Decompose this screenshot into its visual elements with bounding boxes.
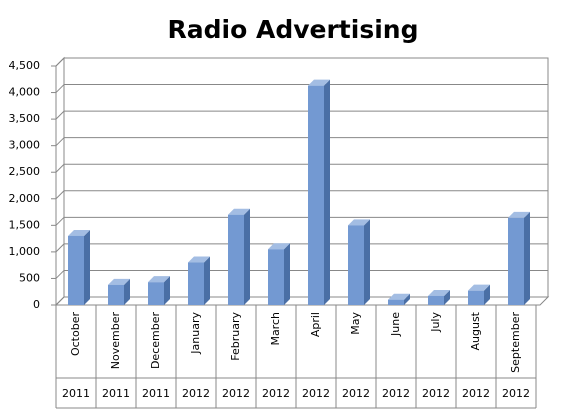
x-group-label: 2011 [62,387,90,400]
y-tick-label: 4,500 [9,59,41,72]
x-tick-label: June [389,312,402,337]
x-tick-label: February [229,312,242,361]
x-tick-label: May [349,312,362,335]
x-tick-label: December [149,312,162,370]
bar [108,284,124,305]
y-tick-label: 3,000 [9,139,41,152]
bar [468,290,484,305]
x-tick-label: July [429,312,442,333]
y-tick-label: 0 [33,298,40,311]
x-group-label: 2012 [502,387,530,400]
bar-side [284,243,290,305]
bar-top [188,256,210,263]
grid-line [55,270,65,279]
x-group-label: 2011 [142,387,170,400]
x-group-label: 2012 [342,387,370,400]
y-tick-label: 4,000 [9,86,41,99]
bar-top [68,229,90,236]
x-group-label: 2011 [102,387,130,400]
bar-side [84,229,90,305]
bar-top [268,243,290,250]
grid-line [55,84,65,93]
grid-line [55,57,65,67]
bar-top [228,208,250,215]
bar-side [124,278,130,305]
grid-line [55,110,65,120]
y-tick-label: 1,000 [9,245,41,258]
x-group-label: 2012 [222,387,250,400]
bar [148,282,164,305]
x-tick-label: September [509,312,522,373]
bar [348,225,364,305]
bar-side [244,208,250,305]
bar [68,235,84,305]
bar-side [324,79,330,305]
x-group-label: 2012 [422,387,450,400]
bar-side [164,276,170,305]
bar [228,214,244,305]
bar-side [444,289,450,305]
back-wall [63,57,549,298]
bar [188,262,204,305]
bar [388,299,404,305]
bar-side [404,293,410,305]
grid-line [55,163,65,173]
bar-top [148,276,170,283]
grid-line [55,190,65,200]
x-tick-label: October [69,312,82,356]
bar-side [204,256,210,305]
bar-top [348,219,370,226]
y-tick-label: 2,000 [9,192,41,205]
bar-side [484,284,490,305]
x-group-label: 2012 [182,387,210,400]
y-tick-label: 500 [19,271,40,284]
x-tick-label: March [269,312,282,346]
chart-title: Radio Advertising [168,15,419,44]
bar-side [524,211,530,305]
bar-top [388,293,410,300]
y-tick-label: 1,500 [9,218,41,231]
bar [308,85,324,305]
bar-top [508,211,530,218]
bar [508,217,524,305]
x-tick-label: August [469,311,482,350]
bar [428,295,444,305]
grid-line [55,137,65,147]
x-tick-label: November [109,312,122,370]
bar-top [108,278,130,285]
y-tick-label: 2,500 [9,165,41,178]
x-group-label: 2012 [262,387,290,400]
bar-side [364,219,370,305]
x-tick-label: April [309,312,322,337]
x-group-label: 2012 [462,387,490,400]
x-group-label: 2012 [382,387,410,400]
bar-top [308,79,330,86]
bar [268,249,284,305]
x-group-label: 2012 [302,387,330,400]
grid-line [55,216,65,226]
grid-line [55,243,65,253]
side-wall [55,56,65,307]
x-tick-label: January [189,312,202,355]
grid-line [55,296,65,306]
y-tick-label: 3,500 [9,112,41,125]
bar-top [468,284,490,291]
bar-top [428,289,450,296]
